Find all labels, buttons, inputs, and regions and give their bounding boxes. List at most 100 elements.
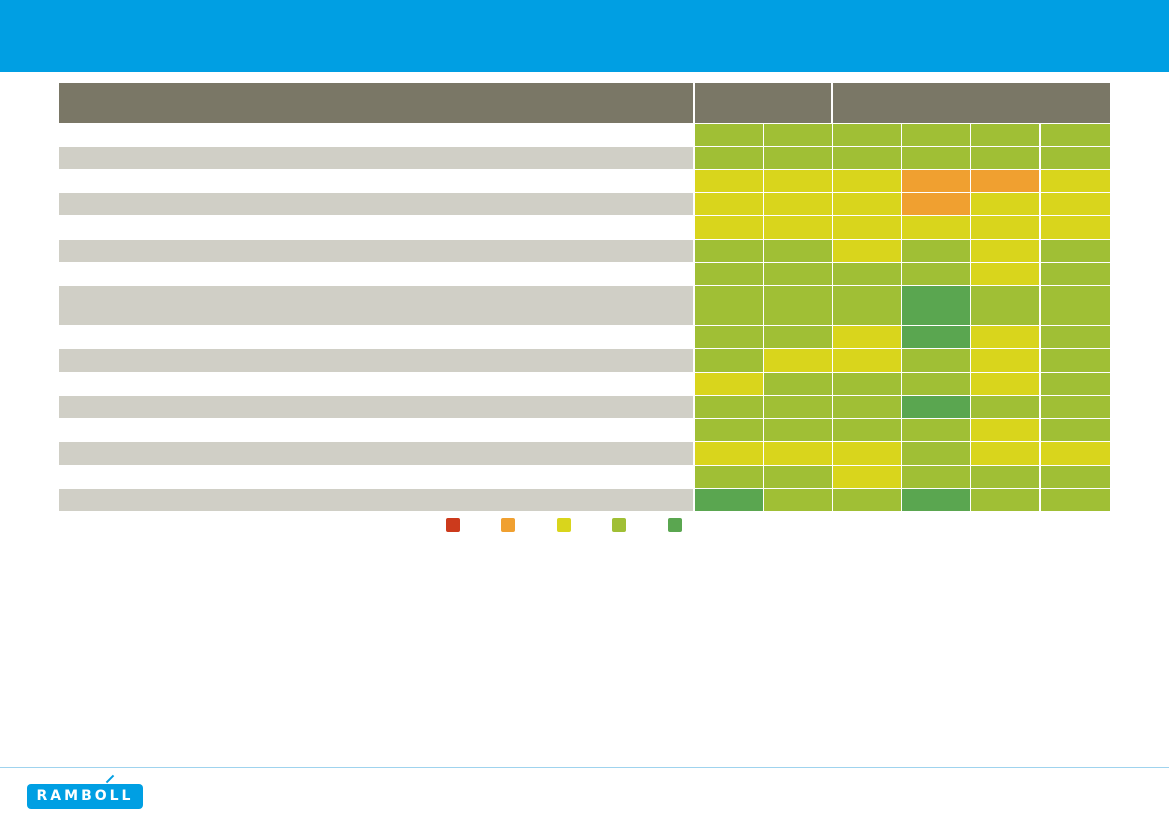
heatmap-cell [764,193,832,215]
heatmap-cell [833,147,901,169]
heatmap-cell [833,396,901,418]
heatmap-cell [1041,263,1110,285]
heatmap-cell [695,263,763,285]
heatmap-cell [971,240,1039,262]
heatmap-cell [695,326,763,348]
heatmap-cell [902,216,970,239]
heatmap-cell [1041,442,1110,465]
row-label [59,170,693,192]
heatmap-cell [902,170,970,192]
logo-text: RAMBOLL [36,788,134,804]
heatmap-cell [833,124,901,146]
heatmap-cell [833,326,901,348]
heatmap-cell [695,419,763,441]
heatmap-cell [764,349,832,372]
legend-swatch-2 [501,518,515,532]
row-label [59,419,693,441]
heatmap-cell [764,419,832,441]
heatmap-cell [971,170,1039,192]
heatmap-cell [902,124,970,146]
heatmap-cell [764,286,832,325]
heatmap-cell [764,124,832,146]
heatmap-cell [833,240,901,262]
heatmap-cell [833,286,901,325]
heatmap-cell [1041,193,1110,215]
heatmap-cell [971,396,1039,418]
heatmap-cell [833,349,901,372]
heatmap-cell [1041,489,1110,511]
heatmap-cell [902,193,970,215]
heatmap-cell [833,419,901,441]
heatmap-cell [971,147,1039,169]
heatmap-cell [764,489,832,511]
row-label [59,326,693,348]
heatmap-cell [902,286,970,325]
heatmap-cell [833,442,901,465]
legend-swatch-1 [446,518,460,532]
heatmap-cell [833,216,901,239]
heatmap-cell [1041,373,1110,395]
heatmap-cell [971,419,1039,441]
table-header-label-column [59,83,693,123]
heatmap-cell [971,349,1039,372]
heatmap-cell [695,193,763,215]
heatmap-cell [971,286,1039,325]
heatmap-cell [971,442,1039,465]
heatmap-cell [695,170,763,192]
heatmap-cell [1041,240,1110,262]
table-header-group-1 [695,83,831,123]
row-label [59,124,693,146]
heatmap-cell [764,396,832,418]
heatmap-cell [764,216,832,239]
heatmap-cell [695,442,763,465]
heatmap-cell [971,124,1039,146]
row-label [59,240,693,262]
heatmap-cell [764,373,832,395]
heatmap-cell [764,326,832,348]
legend-swatch-5 [668,518,682,532]
row-label [59,286,693,325]
heatmap-cell [971,373,1039,395]
heatmap-cell [971,466,1039,488]
heatmap-cell [1041,396,1110,418]
heatmap-cell [764,147,832,169]
heatmap-cell [902,489,970,511]
heatmap-cell [1041,419,1110,441]
footer-divider [0,767,1169,768]
heatmap-cell [764,263,832,285]
ramboll-logo: RAMBOLL [27,774,143,809]
heatmap-cell [764,170,832,192]
row-label [59,489,693,511]
heatmap-cell [902,263,970,285]
heatmap-cell [833,489,901,511]
row-label [59,349,693,372]
heatmap-cell [1041,216,1110,239]
heatmap-cell [695,373,763,395]
heatmap-cell [902,147,970,169]
table-header-group-2 [833,83,1110,123]
heatmap-cell [1041,466,1110,488]
heatmap-cell [833,193,901,215]
heatmap-cell [902,373,970,395]
heatmap-cell [833,263,901,285]
heatmap-cell [833,170,901,192]
heatmap-cell [695,396,763,418]
heatmap-cell [971,489,1039,511]
row-label [59,147,693,169]
heatmap-cell [971,326,1039,348]
heatmap-cell [695,489,763,511]
heatmap-cell [764,240,832,262]
heatmap-cell [902,396,970,418]
heatmap-cell [833,373,901,395]
row-label [59,373,693,395]
heatmap-cell [971,263,1039,285]
row-label [59,216,693,239]
heatmap-cell [833,466,901,488]
row-label [59,396,693,418]
heatmap-cell [695,216,763,239]
logo-slash-mark [105,774,115,784]
heatmap-cell [764,466,832,488]
heatmap-cell [902,326,970,348]
heatmap-cell [902,240,970,262]
heatmap-cell [695,240,763,262]
